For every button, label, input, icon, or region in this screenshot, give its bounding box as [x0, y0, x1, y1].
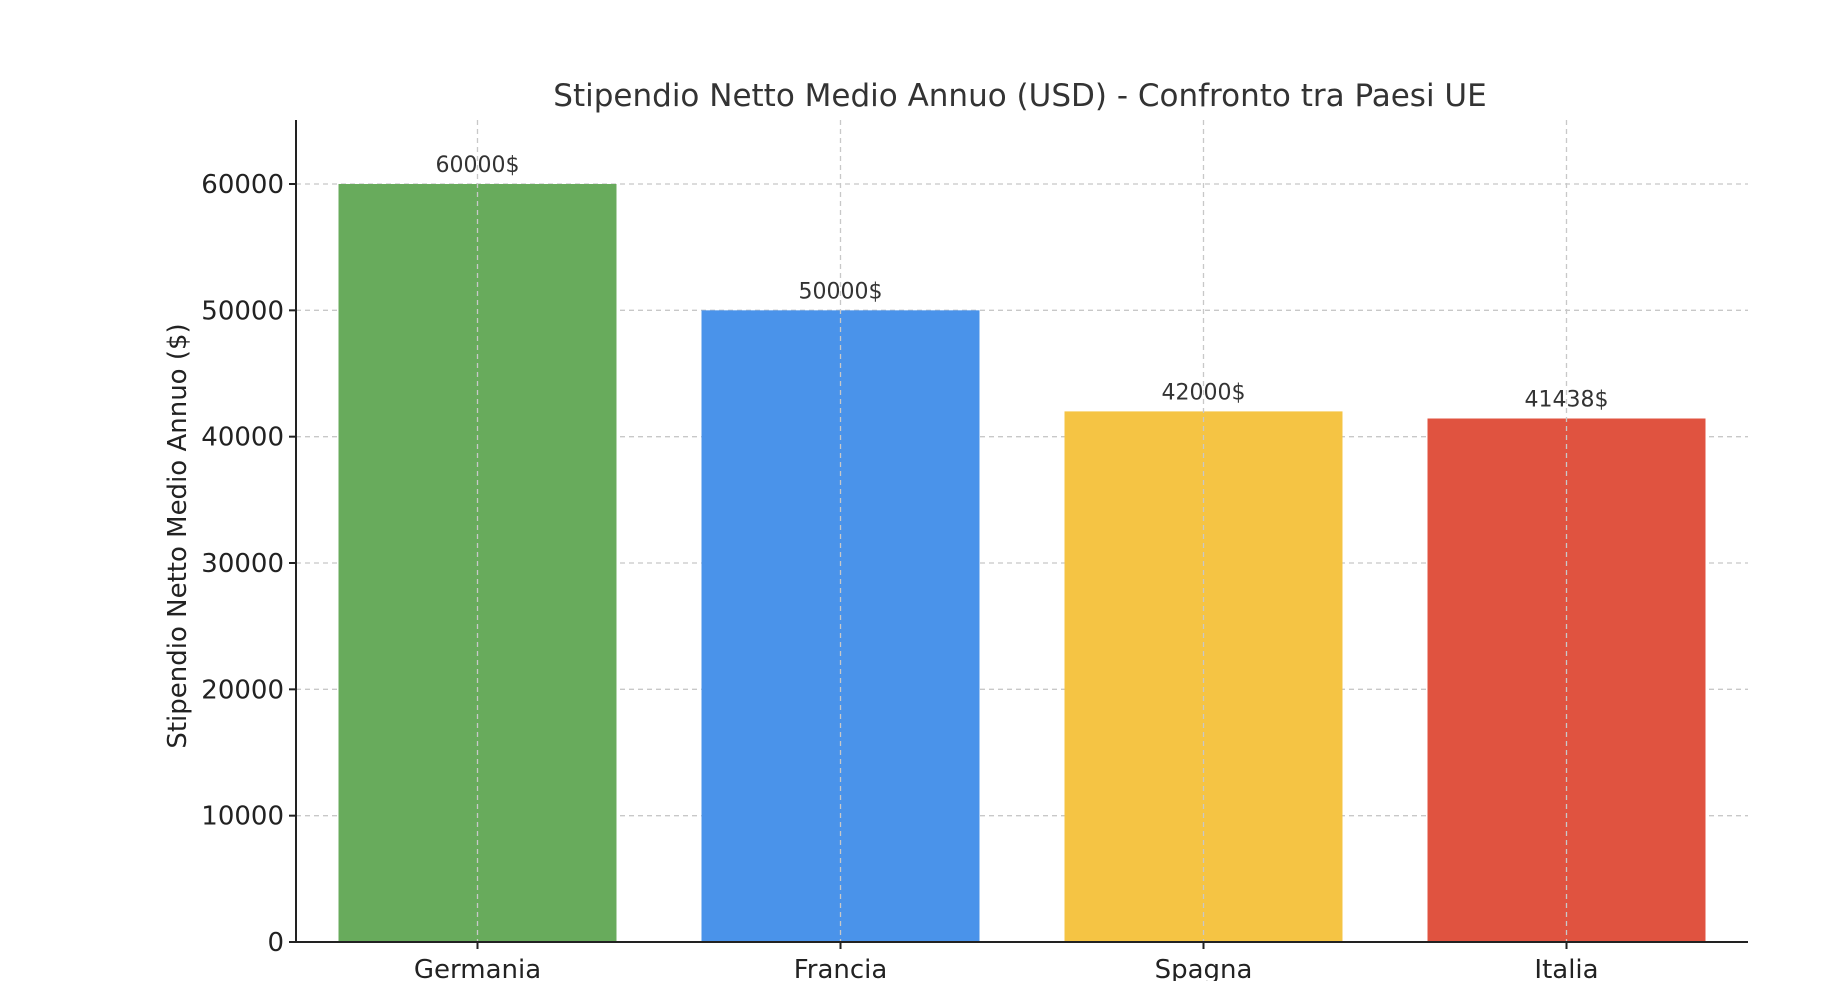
data-label: 42000$ — [1162, 380, 1246, 405]
data-label: 50000$ — [799, 279, 883, 304]
y-axis-label: Stipendio Netto Medio Annuo ($) — [163, 323, 193, 748]
y-tick-label: 50000 — [201, 296, 284, 326]
x-tick-label: Francia — [794, 955, 888, 981]
y-tick-label: 60000 — [201, 170, 284, 200]
x-ticks: Germania Francia Spagna Italia — [414, 942, 1599, 981]
chart-title: Stipendio Netto Medio Annuo (USD) - Conf… — [553, 78, 1486, 114]
y-tick-label: 10000 — [201, 802, 284, 832]
vertical-grid-lines — [476, 120, 1568, 942]
x-tick-label: Spagna — [1155, 955, 1253, 981]
bars — [338, 184, 1706, 942]
y-tick-label: 40000 — [201, 423, 284, 453]
data-labels: 60000$ 50000$ 42000$ 41438$ — [436, 153, 1609, 412]
y-tick-label: 30000 — [201, 549, 284, 579]
data-label: 41438$ — [1525, 387, 1609, 412]
data-label: 60000$ — [436, 153, 520, 178]
y-tick-label: 20000 — [201, 675, 284, 705]
x-tick-label: Italia — [1534, 955, 1598, 981]
y-ticks: 0 10000 20000 30000 40000 50000 60000 — [201, 170, 296, 958]
y-tick-label: 0 — [267, 928, 284, 958]
x-tick-label: Germania — [414, 955, 541, 981]
axes — [295, 120, 1748, 943]
